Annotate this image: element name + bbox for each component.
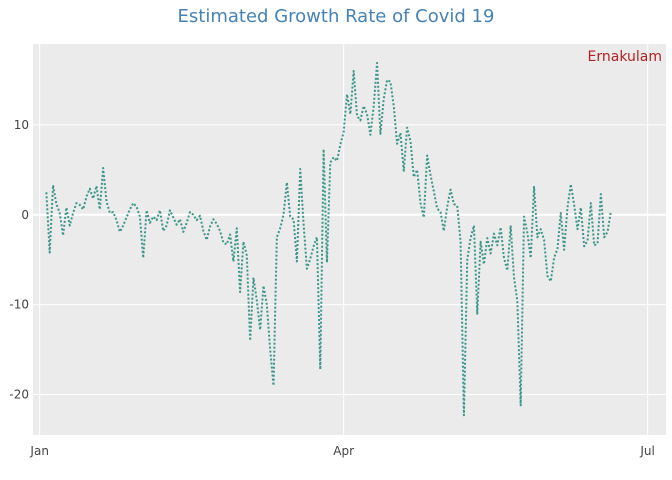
y-tick-label: -20 — [9, 388, 29, 402]
plot-background — [33, 44, 666, 435]
series-annotation: Ernakulam — [588, 49, 662, 65]
series-layer — [45, 61, 612, 417]
chart-title: Estimated Growth Rate of Covid 19 — [177, 6, 495, 27]
y-tick-label: 0 — [21, 208, 29, 222]
axis-ticks: Jan Apr Jul 10 0 -10 -20 — [9, 118, 654, 458]
x-tick-label: Jul — [639, 444, 654, 458]
x-tick-label: Jan — [29, 444, 49, 458]
y-tick-label: -10 — [9, 298, 29, 312]
series-line-ernakulam — [45, 61, 612, 417]
y-tick-label: 10 — [14, 118, 29, 132]
x-tick-label: Apr — [333, 444, 354, 458]
